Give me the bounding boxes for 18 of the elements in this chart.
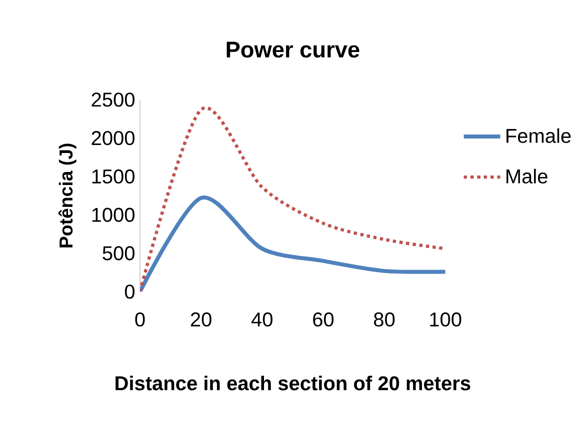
- legend-label: Female: [506, 128, 571, 143]
- y-tick-label: 2000: [92, 130, 134, 146]
- y-tick-label: 2500: [92, 92, 134, 107]
- x-tick-label: 0: [135, 312, 145, 327]
- y-tick-label: 0: [124, 284, 134, 299]
- x-tick-label: 60: [313, 312, 334, 327]
- chart-title: Power curve: [226, 42, 360, 58]
- line-series: [140, 196, 446, 292]
- x-tick-label: 40: [251, 312, 272, 327]
- y-tick-label: 500: [102, 246, 134, 260]
- x-tick-label: 20: [190, 312, 212, 327]
- y-axis-title: Potência (J): [58, 144, 76, 248]
- y-tick-label: 1000: [92, 208, 134, 222]
- y-tick-label: 1500: [92, 169, 134, 184]
- x-tick-label: 100: [430, 312, 462, 327]
- legend-label: Male: [506, 168, 548, 184]
- x-tick-label: 80: [374, 312, 395, 327]
- x-axis-title: Distance in each section of 20 meters: [116, 376, 470, 390]
